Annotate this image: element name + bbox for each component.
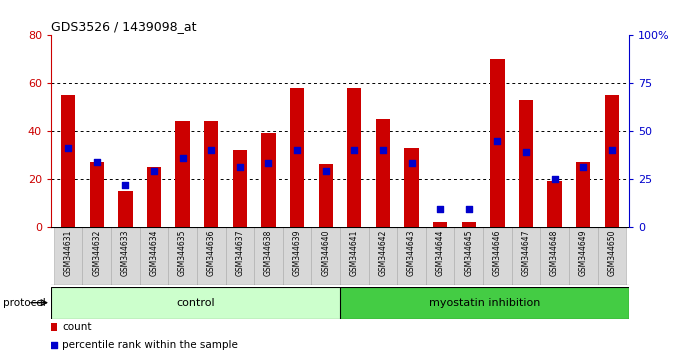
Text: GSM344634: GSM344634 [150,229,158,276]
Text: percentile rank within the sample: percentile rank within the sample [63,340,238,350]
Bar [283,227,311,285]
Bar [598,227,626,285]
Point [406,161,417,166]
Bar [454,227,483,285]
Text: GSM344645: GSM344645 [464,229,473,276]
Point [549,176,560,182]
Point [492,138,503,143]
Point [148,168,159,174]
Bar [547,181,562,227]
Bar [254,227,283,285]
Text: count: count [63,322,92,332]
Text: GSM344647: GSM344647 [522,229,530,276]
Bar [290,88,304,227]
Bar [376,119,390,227]
Bar [61,95,75,227]
Bar [569,227,598,285]
Bar [226,227,254,285]
Bar [175,121,190,227]
Text: protocol: protocol [3,298,46,308]
Bar [340,287,629,319]
Point [463,206,474,212]
Bar [605,95,619,227]
Text: GSM344643: GSM344643 [407,229,416,276]
Bar [147,167,161,227]
Bar [347,88,362,227]
Bar [51,323,57,331]
Point [235,165,245,170]
Bar [426,227,454,285]
Bar [233,150,247,227]
Text: control: control [176,298,215,308]
Text: GSM344641: GSM344641 [350,229,359,276]
Text: GSM344637: GSM344637 [235,229,244,276]
Bar [519,100,533,227]
Point [377,147,388,153]
Bar [433,222,447,227]
Text: GDS3526 / 1439098_at: GDS3526 / 1439098_at [51,20,197,33]
Text: GSM344646: GSM344646 [493,229,502,276]
Bar [490,59,505,227]
Point [521,149,532,155]
Bar [397,227,426,285]
Bar [118,191,133,227]
Text: GSM344642: GSM344642 [379,229,388,276]
Bar [261,133,275,227]
Point [292,147,303,153]
Bar [82,227,111,285]
Point [120,182,131,187]
Point [206,147,217,153]
Text: GSM344636: GSM344636 [207,229,216,276]
Bar [204,121,218,227]
Text: GSM344650: GSM344650 [607,229,616,276]
Text: myostatin inhibition: myostatin inhibition [429,298,540,308]
Point [349,147,360,153]
Text: GSM344644: GSM344644 [436,229,445,276]
Bar [90,162,104,227]
Point [91,159,102,164]
Text: GSM344632: GSM344632 [92,229,101,276]
Bar [197,227,226,285]
Text: GSM344638: GSM344638 [264,229,273,276]
Bar [54,227,82,285]
Text: GSM344640: GSM344640 [321,229,330,276]
Bar [462,222,476,227]
Text: GSM344633: GSM344633 [121,229,130,276]
Bar [311,227,340,285]
Bar [111,227,139,285]
Bar [405,148,419,227]
Point [435,206,445,212]
Point [49,342,60,348]
Text: GSM344639: GSM344639 [292,229,301,276]
Bar [541,227,569,285]
Bar [51,287,340,319]
Text: GSM344648: GSM344648 [550,229,559,276]
Point [320,168,331,174]
Bar [576,162,590,227]
Bar [139,227,169,285]
Bar [511,227,541,285]
Point [578,165,589,170]
Bar [369,227,397,285]
Bar [169,227,197,285]
Bar [340,227,369,285]
Text: GSM344649: GSM344649 [579,229,588,276]
Text: GSM344631: GSM344631 [64,229,73,276]
Point [607,147,617,153]
Bar [483,227,511,285]
Point [177,155,188,161]
Text: GSM344635: GSM344635 [178,229,187,276]
Bar [318,164,333,227]
Point [63,145,73,151]
Point [263,161,274,166]
